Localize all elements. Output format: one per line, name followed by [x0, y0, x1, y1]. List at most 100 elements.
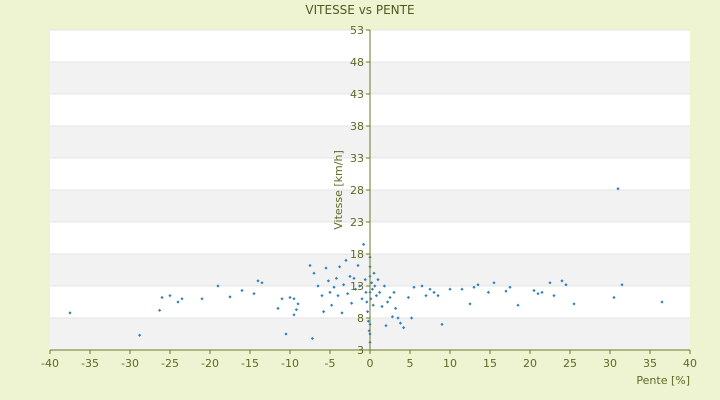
data-point [412, 285, 416, 289]
data-point [354, 287, 358, 291]
data-point [410, 316, 414, 320]
y-axis-label: Vitesse [km/h] [332, 150, 345, 230]
data-point [158, 308, 162, 312]
data-point [365, 300, 369, 304]
data-point [440, 322, 444, 326]
data-point [292, 313, 296, 317]
x-tick-label: 40 [683, 357, 697, 370]
data-point [460, 287, 464, 291]
data-point [330, 303, 334, 307]
data-point [352, 276, 356, 280]
data-point [532, 288, 536, 293]
data-point [373, 284, 377, 288]
data-point [216, 284, 220, 288]
x-tick-label: -25 [161, 357, 179, 370]
data-point [424, 294, 428, 298]
x-tick-label: 15 [483, 357, 497, 370]
x-tick-label: -20 [201, 357, 219, 370]
data-point [366, 319, 370, 323]
data-point [516, 303, 520, 307]
data-point [428, 287, 432, 291]
y-tick-label: 3 [357, 344, 364, 357]
data-point [370, 287, 374, 291]
y-tick-label: 18 [350, 248, 364, 261]
data-point [240, 288, 244, 293]
x-tick-label: -40 [41, 357, 59, 370]
data-point [382, 284, 386, 288]
data-point [312, 271, 316, 275]
y-tick-label: 48 [350, 56, 364, 69]
data-point [363, 278, 367, 282]
data-point [326, 279, 330, 283]
data-point [492, 281, 496, 285]
x-tick-label: 35 [643, 357, 657, 370]
data-point [560, 279, 564, 283]
data-point [338, 265, 342, 269]
data-point [252, 292, 256, 296]
data-point [392, 290, 396, 294]
data-point [540, 290, 544, 294]
x-tick-label: 5 [407, 357, 414, 370]
data-point [256, 279, 260, 283]
data-point [371, 303, 375, 307]
x-tick-label: -15 [241, 357, 259, 370]
y-tick-label: 23 [350, 216, 364, 229]
data-point [436, 294, 440, 298]
data-point [380, 304, 384, 309]
data-point [476, 283, 480, 287]
data-point [168, 294, 172, 298]
data-point [616, 187, 620, 191]
x-tick-label: -35 [81, 357, 99, 370]
data-point [398, 321, 402, 325]
data-point [68, 311, 72, 315]
y-tick-label: 38 [350, 120, 364, 133]
data-point [372, 271, 376, 275]
data-point [448, 287, 452, 291]
data-point [322, 310, 326, 314]
data-point [200, 297, 204, 301]
y-tick-label: 13 [350, 280, 364, 293]
data-point [374, 294, 378, 298]
y-tick-label: 8 [357, 312, 364, 325]
y-tick-label: 33 [350, 152, 364, 165]
data-point [388, 295, 392, 300]
data-point [340, 311, 344, 315]
data-point [394, 306, 398, 310]
data-point [320, 294, 324, 298]
data-point [228, 295, 232, 299]
data-point [350, 301, 354, 305]
chart-title: VITESSE vs PENTE [305, 3, 414, 17]
data-point [260, 281, 264, 285]
data-point [396, 316, 400, 320]
data-point [356, 263, 360, 268]
data-point [536, 292, 540, 296]
data-point [390, 315, 394, 319]
data-point [342, 283, 346, 287]
data-point [366, 310, 370, 314]
data-point [176, 300, 180, 304]
x-tick-labels: -40 -35 -30 -25 -20 -15 -10 -5 0 5 10 15 20 25 30 35 40 [41, 357, 697, 370]
data-point [292, 297, 296, 301]
data-point [294, 308, 298, 312]
data-point [346, 292, 350, 296]
data-point [508, 285, 512, 289]
data-point [332, 285, 336, 289]
y-tick-label: 43 [350, 88, 364, 101]
x-axis-label: Pente [%] [636, 374, 690, 387]
y-tick-label: 53 [350, 24, 364, 37]
data-point [344, 258, 348, 262]
data-point [296, 302, 300, 306]
x-tick-label: 10 [443, 357, 457, 370]
x-tick-label: 20 [523, 357, 537, 370]
x-tick-label: -30 [121, 357, 139, 370]
data-point [376, 278, 380, 282]
data-point [180, 297, 184, 301]
data-point [288, 295, 292, 300]
data-point [276, 306, 280, 310]
axes [49, 29, 691, 354]
data-point [280, 297, 284, 301]
data-point [572, 302, 576, 306]
